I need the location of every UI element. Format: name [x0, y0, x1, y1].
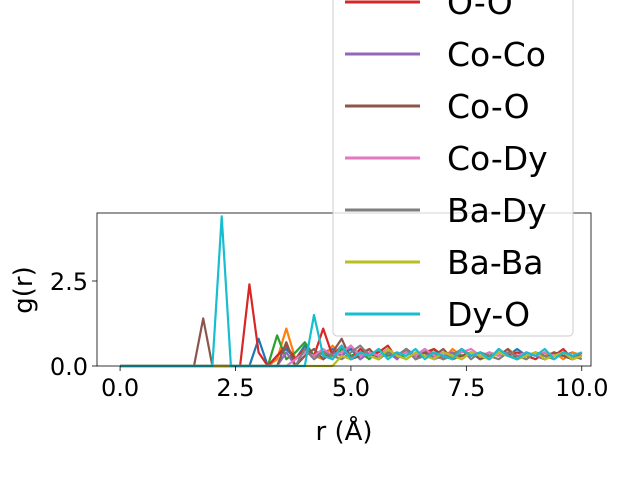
legend-box [332, 0, 574, 337]
y-tick-label: 2.5 [50, 268, 88, 296]
legend-label-ba-dy: Ba-Dy [447, 191, 547, 230]
x-tick-label: 7.5 [447, 374, 485, 402]
legend-label-co-dy: Co-Dy [447, 139, 548, 178]
legend-label-ba-ba: Ba-Ba [447, 243, 543, 282]
x-tick-label: 5.0 [332, 374, 370, 402]
legend-label-o-o: O-O [447, 0, 513, 22]
y-axis-ticks: 0.0 2.5 [50, 268, 97, 381]
x-axis-label: r (Å) [315, 415, 372, 447]
x-tick-label: 2.5 [216, 374, 254, 402]
legend: O-O Co-Co Co-O Co-Dy Ba-Dy Ba-Ba Dy-O [332, 0, 574, 337]
legend-items: O-O Co-Co Co-O Co-Dy Ba-Dy Ba-Ba Dy-O [345, 0, 548, 334]
y-axis-label: g(r) [9, 266, 39, 313]
legend-label-co-o: Co-O [447, 87, 530, 126]
x-axis-ticks: 0.0 2.5 5.0 7.5 10.0 [101, 366, 608, 402]
legend-label-dy-o: Dy-O [447, 295, 530, 334]
y-tick-label: 0.0 [50, 353, 88, 381]
x-tick-label: 0.0 [101, 374, 139, 402]
legend-label-co-co: Co-Co [447, 35, 546, 74]
x-tick-label: 10.0 [555, 374, 608, 402]
